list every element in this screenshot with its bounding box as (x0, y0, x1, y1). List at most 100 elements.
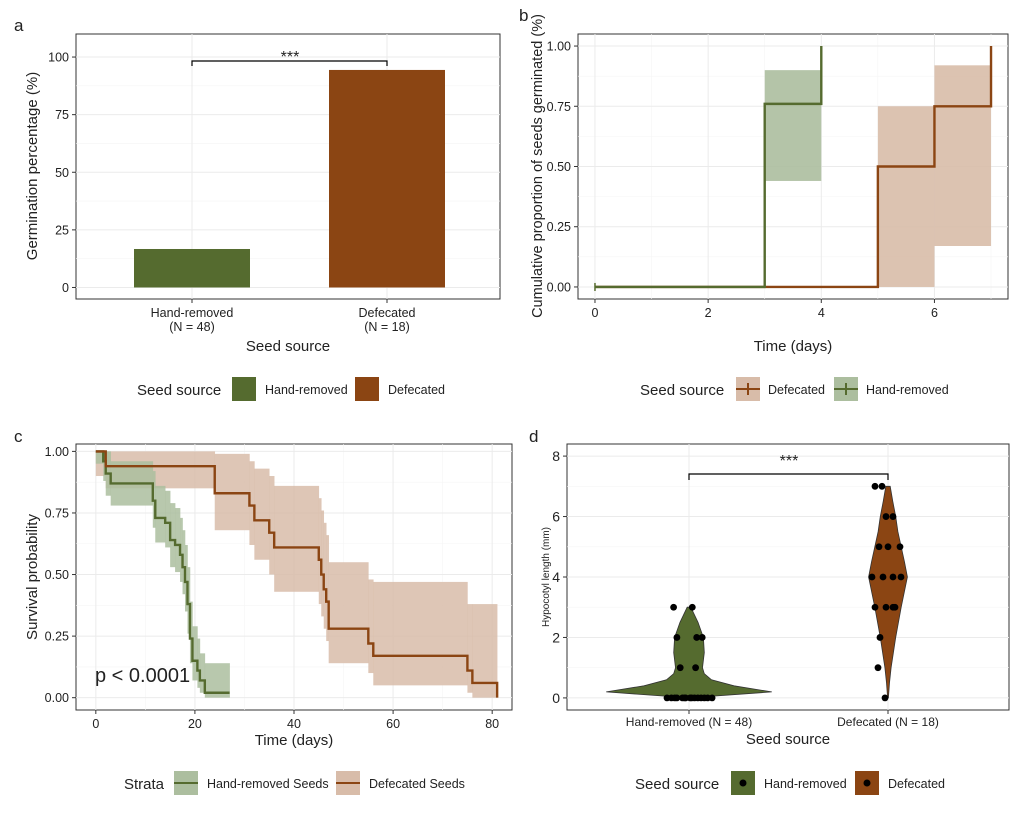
panel-c-y-tick-label: 0.00 (45, 691, 69, 705)
panel-c-label: c (14, 427, 23, 446)
panel-c-x-tick-label: 0 (92, 717, 99, 731)
panel-b-legend-title: Seed source (640, 382, 724, 399)
panel-c-legend: Strata Hand-removed Seeds Defecated Seed… (124, 771, 465, 795)
panel-c-ribbon-defecated (274, 485, 320, 592)
panel-b-legend-label-hand-removed: Hand-removed (866, 383, 949, 397)
panel-d-point-defecated (875, 543, 883, 551)
panel-d-point-hand-removed (673, 634, 681, 641)
panel-a-y-tick-label: 0 (62, 281, 69, 295)
panel-c-ribbon-defecated (321, 510, 325, 617)
panel-d-point-defecated (876, 634, 884, 641)
panel-c-x-axis-label: Time (days) (255, 732, 334, 749)
panel-a-legend: Seed source Hand-removed Defecated (137, 377, 445, 401)
panel-d-legend-label-defecated: Defecated (888, 777, 945, 791)
panel-a-y-tick-label: 100 (48, 51, 69, 65)
panel-b-ribbon-defecated (877, 106, 935, 287)
panel-c-ribbon-hand-removed (175, 508, 181, 573)
panel-c-y-tick-label: 1.00 (45, 445, 69, 459)
panel-a-bar-hand-removed (134, 248, 250, 288)
panel-c-ribbon-hand-removed (180, 517, 183, 582)
panel-d-point-defecated (881, 694, 889, 702)
panel-b-x-axis-label: Time (days) (754, 338, 833, 355)
panel-c-ribbon-hand-removed (155, 485, 166, 543)
panel-c-ribbon-hand-removed (152, 471, 156, 528)
panel-d-point-hand-removed (676, 664, 684, 672)
panel-b-y-tick-label: 0.00 (547, 280, 571, 294)
panel-c-ribbon-defecated (249, 461, 255, 545)
panel-b-y-tick-label: 1.00 (547, 40, 571, 54)
panel-b-ribbon-hand-removed (764, 70, 822, 181)
panel-c-y-tick-label: 0.50 (45, 568, 69, 582)
panel-d-point-defecated (889, 513, 897, 520)
panel-d-x-tick-label: Hand-removed (N = 48) (626, 715, 752, 729)
panel-c-ribbon-defecated (373, 581, 468, 686)
panel-d-point-hand-removed (671, 694, 679, 702)
panel-c-ribbon-hand-removed (197, 638, 201, 688)
panel-d-point-hand-removed (692, 664, 699, 672)
panel-d-jitter-points (663, 482, 905, 702)
panel-c-y-axis-label: Survival probability (24, 514, 41, 640)
panel-d-x-tick-label: Defecated (N = 18) (837, 715, 939, 729)
panel-c-x-tick-label: 60 (386, 717, 400, 731)
panel-d-point-defecated (871, 482, 879, 490)
panel-d-legend: Seed source Hand-removed Defecated (635, 771, 945, 795)
panel-d-significance-bracket (688, 473, 889, 480)
panel-b-x-tick-label: 2 (705, 306, 712, 320)
panel-d-point-defecated (882, 603, 890, 611)
panel-d-legend-label-hand-removed: Hand-removed (764, 777, 847, 791)
panel-a-x-tick-sublabel: (N = 18) (364, 320, 410, 334)
panel-c-y-ticks: 0.00 0.25 0.50 0.75 1.00 (45, 445, 76, 705)
panel-c-legend-label-hand-removed: Hand-removed Seeds (207, 777, 329, 791)
panel-d-point-hand-removed (663, 694, 671, 702)
panel-a-x-tick-label: Defecated (359, 306, 416, 320)
panel-d-point-hand-removed (688, 694, 696, 702)
panel-d-point-hand-removed (693, 634, 701, 641)
panel-a-label: a (14, 16, 24, 35)
panel-a-x-tick-label: Hand-removed (151, 306, 234, 320)
panel-b-line-hand-removed (594, 46, 823, 289)
panel-b-label: b (519, 6, 528, 25)
panel-d-point-hand-removed (694, 694, 702, 702)
panel-b-x-ticks: 0 2 4 6 (591, 299, 938, 320)
panel-c-ribbon-defecated (323, 522, 327, 629)
panel-a-legend-key-hand-removed (232, 377, 256, 401)
panel-a-x-tick-sublabel: (N = 48) (169, 320, 215, 334)
panel-c-x-ticks: 0 20 40 60 80 (92, 710, 499, 731)
panel-d-legend-dot-hand-removed (739, 779, 747, 787)
panel-c-ribbon-defecated (467, 604, 473, 693)
panel-d-point-defecated (884, 543, 892, 551)
panel-a-bar-defecated (329, 69, 445, 288)
panel-c-y-tick-label: 0.75 (45, 506, 69, 520)
panel-a-y-tick-label: 25 (55, 223, 69, 237)
panel-b-confidence-ribbons (764, 65, 992, 287)
panel-d-point-hand-removed (701, 694, 708, 702)
panel-a-x-ticks: Hand-removed(N = 48) Defecated(N = 18) (151, 299, 416, 334)
panel-d-x-axis-label: Seed source (746, 731, 830, 748)
panel-d-point-defecated (878, 482, 886, 490)
panel-d-label: d (529, 427, 538, 446)
panel-c-ribbon-defecated (368, 579, 374, 674)
panel-d-point-hand-removed (681, 694, 688, 702)
panel-c-ribbon-hand-removed (182, 530, 186, 595)
panel-c-ribbon-hand-removed (185, 544, 188, 612)
panel-c-survival-curves (95, 450, 499, 698)
panel-b-y-ticks: 0.00 0.25 0.50 0.75 1.00 (547, 40, 578, 294)
panel-a-bars (134, 69, 445, 288)
panel-a-y-ticks: 0 25 50 75 100 (48, 51, 76, 295)
panel-a-x-axis-label: Seed source (246, 338, 330, 355)
panel-a-legend-title: Seed source (137, 382, 221, 399)
panel-b-y-tick-label: 0.75 (547, 100, 571, 114)
panel-b-y-tick-label: 0.25 (547, 220, 571, 234)
panel-d-significance-stars: *** (780, 453, 799, 470)
panel-b-legend: Seed source Defecated Hand-removed (640, 377, 949, 401)
panel-d-point-defecated (889, 573, 897, 581)
panel-b-step-lines (594, 46, 993, 291)
panel-b-y-axis-label: Cumulative proportion of seeds germinate… (530, 14, 546, 318)
panel-d-legend-title: Seed source (635, 776, 719, 793)
panel-a-legend-label-defecated: Defecated (388, 383, 445, 397)
panel-c-x-tick-label: 40 (287, 717, 301, 731)
panel-b-y-tick-label: 0.50 (547, 160, 571, 174)
panel-c-ribbon-defecated (326, 535, 329, 642)
